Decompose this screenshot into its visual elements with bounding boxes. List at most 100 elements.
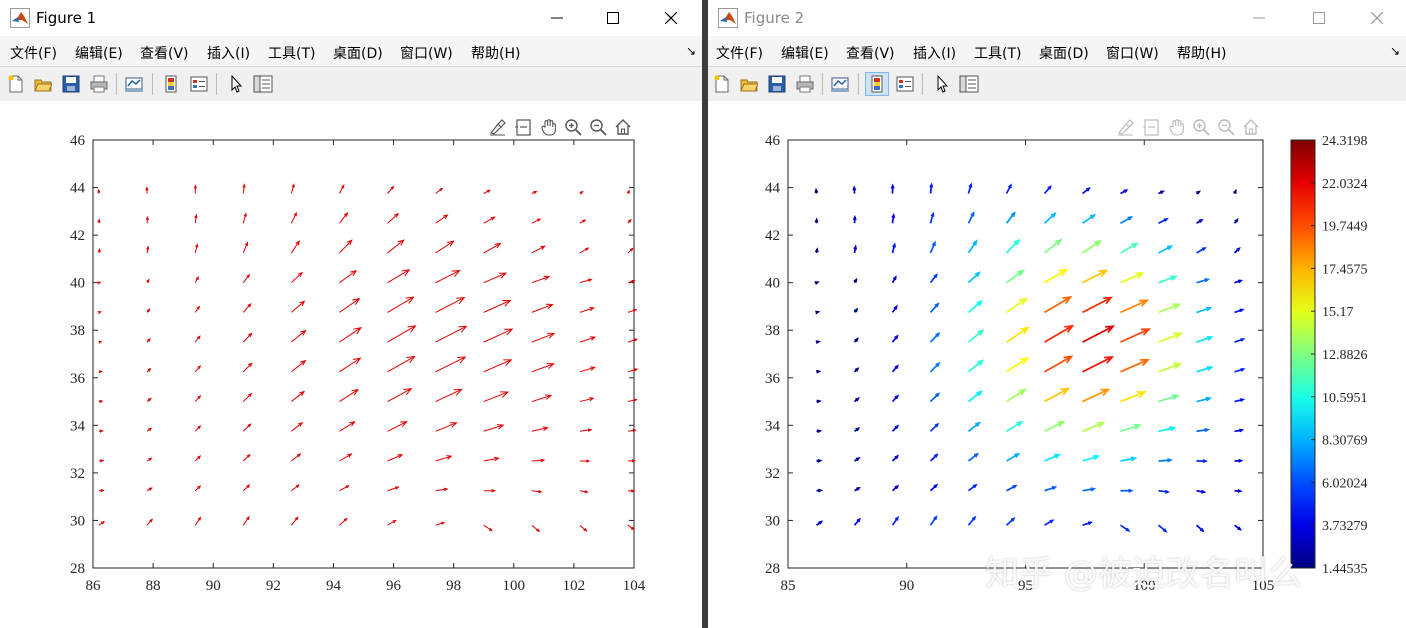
menu-help[interactable]: 帮助(H)	[471, 46, 521, 62]
quiver-arrow	[146, 487, 153, 492]
zoom-in-button[interactable]	[1190, 116, 1212, 138]
quiver-head	[1089, 213, 1097, 220]
save-button[interactable]	[59, 72, 83, 96]
quiver-head	[1169, 426, 1177, 432]
zoom-in-button[interactable]	[562, 116, 584, 138]
y-tick-label: 34	[765, 418, 781, 434]
quiver-arrow	[1005, 183, 1012, 194]
pan-button[interactable]	[1166, 116, 1188, 138]
quiver-head	[1237, 489, 1243, 493]
menu-view[interactable]: 查看(V)	[846, 46, 895, 62]
restore-view-button[interactable]	[1240, 116, 1262, 138]
quiver-arrow	[579, 397, 595, 403]
quiver-shaft	[435, 455, 452, 462]
insert-legend-button[interactable]	[893, 72, 917, 96]
quiver-head	[1054, 238, 1063, 246]
menu-edit[interactable]: 编辑(E)	[781, 46, 829, 62]
quiver-shaft	[1006, 270, 1024, 284]
insert-colorbar-button[interactable]	[159, 72, 183, 96]
edit-plot-button[interactable]	[224, 72, 248, 96]
menu-file[interactable]: 文件(F)	[716, 46, 763, 62]
maximize-button[interactable]	[1296, 0, 1342, 36]
print-button[interactable]	[793, 72, 817, 96]
new-figure-button[interactable]	[710, 72, 734, 96]
menu-window[interactable]: 窗口(W)	[400, 46, 453, 62]
quiver-head	[814, 281, 820, 285]
quiver-arrow	[891, 394, 900, 403]
property-inspector-button[interactable]	[957, 72, 981, 96]
dock-arrow-icon[interactable]: ↘	[685, 44, 696, 58]
open-file-button[interactable]	[737, 72, 761, 96]
minimize-button[interactable]	[1236, 0, 1282, 36]
quiver-arrow	[1120, 189, 1129, 195]
quiver-head	[1058, 268, 1069, 277]
quiver-arrow	[891, 334, 899, 343]
menu-tools[interactable]: 工具(T)	[268, 46, 316, 62]
quiver-arrow	[97, 218, 101, 224]
quiver-arrow	[387, 239, 405, 254]
zoom-out-button[interactable]	[1215, 116, 1237, 138]
datatip-button[interactable]	[1140, 116, 1162, 138]
save-disk-icon	[62, 75, 80, 93]
quiver-head	[929, 182, 934, 188]
menu-desktop[interactable]: 桌面(D)	[333, 46, 383, 62]
zoom-out-icon	[1218, 119, 1235, 136]
menu-tools[interactable]: 工具(T)	[974, 46, 1022, 62]
quiver-head	[451, 270, 461, 278]
dock-arrow-icon[interactable]: ↘	[1389, 44, 1400, 58]
quiver-arrow	[1158, 362, 1183, 373]
close-button[interactable]	[1354, 0, 1400, 36]
close-button[interactable]	[648, 0, 694, 36]
menu-view[interactable]: 查看(V)	[140, 46, 189, 62]
quiver-arrow	[929, 273, 938, 284]
menu-window[interactable]: 窗口(W)	[1106, 46, 1159, 62]
figure1-axes[interactable]: 86 88 90 92 94 96 98 100 102 104 28 30 32 34 36 38 40 42 4…	[0, 101, 702, 628]
menu-file[interactable]: 文件(F)	[10, 46, 57, 62]
quiver-arrow	[627, 218, 632, 224]
quiver-head	[1204, 427, 1210, 433]
zoom-out-button[interactable]	[587, 116, 609, 138]
quiver-arrow	[816, 399, 822, 404]
quiver-shaft	[242, 516, 250, 526]
quiver-head	[968, 182, 973, 188]
menu-help[interactable]: 帮助(H)	[1177, 46, 1227, 62]
quiver-head	[977, 329, 985, 336]
link-plot-button[interactable]	[828, 72, 852, 96]
minimize-button[interactable]	[534, 0, 580, 36]
brush-button[interactable]	[486, 116, 508, 138]
save-button[interactable]	[765, 72, 789, 96]
minimize-icon	[1253, 17, 1265, 19]
quiver-arrow	[1120, 328, 1151, 343]
figure2-axes[interactable]: 85 90 95 100 105 28 30 32 34 36 38 40 42 44 46 24.3198 2…	[708, 101, 1406, 628]
menu-insert[interactable]: 插入(I)	[207, 46, 251, 62]
quiver-arrow	[483, 216, 496, 224]
pan-button[interactable]	[538, 116, 560, 138]
brush-button[interactable]	[1114, 116, 1136, 138]
quiver-head	[973, 452, 980, 458]
quiver-head	[854, 367, 860, 372]
insert-legend-button[interactable]	[187, 72, 211, 96]
quiver-head	[974, 271, 981, 278]
quiver-arrow	[242, 241, 249, 254]
link-plot-button[interactable]	[122, 72, 146, 96]
print-button[interactable]	[87, 72, 111, 96]
menu-edit[interactable]: 编辑(E)	[75, 46, 123, 62]
quiver-arrow	[97, 281, 102, 285]
y-tick-label: 30	[70, 513, 85, 529]
open-file-button[interactable]	[31, 72, 55, 96]
quiver-head	[1166, 245, 1174, 251]
restore-view-button[interactable]	[612, 116, 634, 138]
quiver-arrow	[967, 421, 982, 432]
edit-plot-button[interactable]	[930, 72, 954, 96]
insert-colorbar-button[interactable]	[865, 72, 889, 96]
menu-desktop[interactable]: 桌面(D)	[1039, 46, 1089, 62]
quiver-shaft	[483, 391, 509, 403]
y-tick-label: 28	[70, 561, 85, 577]
maximize-button[interactable]	[590, 0, 636, 36]
new-file-icon	[8, 75, 23, 93]
datatip-button[interactable]	[512, 116, 534, 138]
menu-insert[interactable]: 插入(I)	[913, 46, 957, 62]
property-inspector-button[interactable]	[251, 72, 275, 96]
new-figure-button[interactable]	[4, 72, 28, 96]
quiver-arrow	[1120, 242, 1139, 254]
